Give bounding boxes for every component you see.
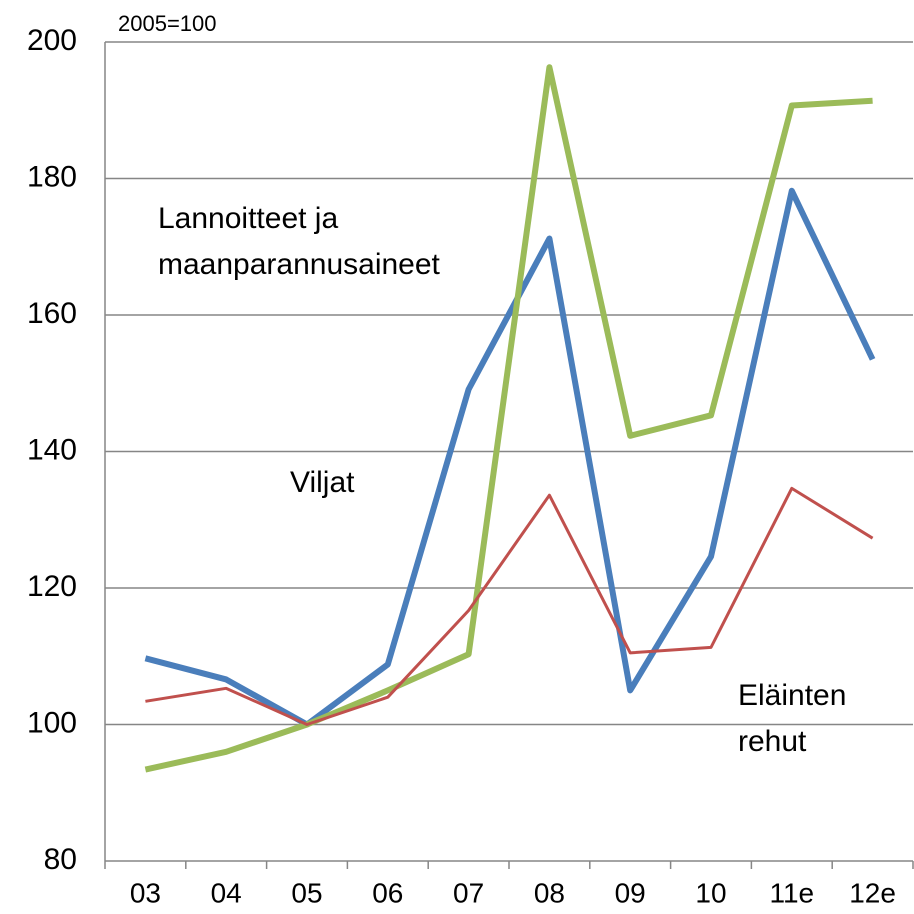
series-line	[145, 486, 874, 726]
series-label: Viljat	[290, 466, 355, 499]
x-tick-label: 04	[211, 877, 242, 908]
x-tick-label: 08	[534, 877, 565, 908]
x-tick-label: 05	[291, 877, 322, 908]
y-tick-label: 140	[27, 433, 77, 466]
series-line	[144, 187, 876, 728]
y-tick-label: 200	[27, 24, 77, 57]
x-tick-label: 06	[372, 877, 403, 908]
series-line	[144, 64, 873, 773]
y-tick-label: 160	[27, 297, 77, 330]
series-label: Lannoitteet ja maanparannusaineet	[158, 202, 440, 281]
series-label: Eläinten rehut	[738, 679, 847, 758]
x-tick-label: 07	[453, 877, 484, 908]
y-tick-label: 180	[27, 160, 77, 193]
y-tick-label: 120	[27, 570, 77, 603]
y-tick-label: 100	[27, 706, 77, 739]
x-tick-label: 12e	[849, 877, 896, 908]
x-tick-label: 03	[130, 877, 161, 908]
x-tick-label: 10	[695, 877, 726, 908]
x-tick-label: 11e	[769, 877, 814, 908]
y-tick-label: 80	[44, 843, 77, 876]
unit-label: 2005=100	[118, 11, 217, 36]
x-tick-label: 09	[615, 877, 646, 908]
